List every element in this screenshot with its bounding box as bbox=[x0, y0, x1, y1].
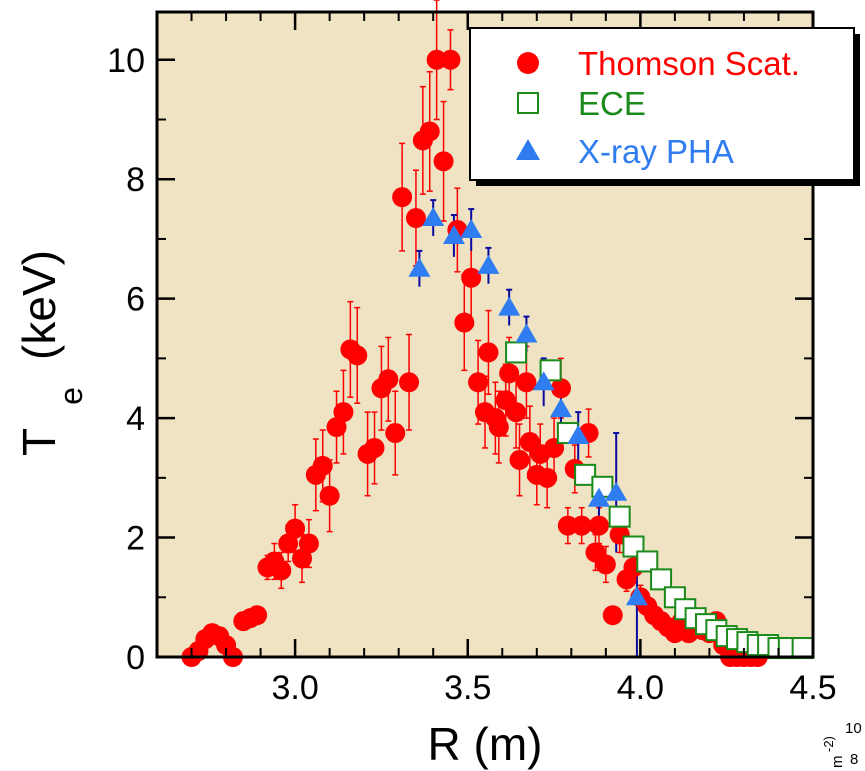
thomson-point bbox=[433, 151, 454, 172]
x-tick-label: 3.0 bbox=[271, 669, 318, 707]
thomson-point bbox=[506, 402, 527, 423]
thomson-point bbox=[405, 208, 426, 229]
thomson-point bbox=[326, 417, 347, 438]
y-axis-title-subscript: e bbox=[53, 387, 89, 405]
xray-point bbox=[442, 224, 465, 244]
ece-point bbox=[574, 463, 597, 486]
thomson-point bbox=[292, 548, 313, 569]
thomson-point bbox=[378, 369, 399, 390]
legend-label-ece: ECE bbox=[578, 85, 646, 122]
thomson-point bbox=[278, 533, 299, 554]
x-tick-label: 4.0 bbox=[617, 669, 664, 707]
thomson-point bbox=[399, 372, 420, 393]
thomson-point bbox=[247, 605, 268, 626]
x-axis-title: R (m) bbox=[428, 718, 543, 770]
xray-point bbox=[422, 207, 445, 227]
thomson-point bbox=[285, 518, 306, 539]
xray-point bbox=[408, 257, 431, 277]
xray-point bbox=[515, 323, 538, 343]
thomson-point bbox=[419, 121, 440, 142]
tick-labels: 3.0 3.5 4.0 4.5 0 2 4 6 8 10 bbox=[107, 42, 836, 707]
thomson-point bbox=[588, 515, 609, 536]
legend: Thomson Scat. ECE X-ray PHA bbox=[469, 27, 860, 186]
clipped-second-chart-fragment: 10 8 m -2) bbox=[821, 720, 862, 768]
thomson-point bbox=[454, 312, 475, 333]
thomson-point bbox=[602, 605, 623, 626]
xray-point bbox=[532, 371, 555, 391]
legend-marker-thomson bbox=[517, 52, 539, 74]
thomson-point bbox=[499, 363, 520, 384]
y-tick-label: 0 bbox=[126, 639, 145, 677]
corner-tick-label-8: 8 bbox=[850, 751, 858, 768]
xray-point bbox=[498, 296, 521, 316]
y-tick-label: 2 bbox=[126, 520, 145, 558]
thomson-point bbox=[347, 345, 368, 366]
corner-axis-unit: m bbox=[829, 756, 846, 769]
y-tick-label: 8 bbox=[126, 161, 145, 199]
x-tick-label: 4.5 bbox=[789, 669, 836, 707]
legend-marker-xray bbox=[516, 139, 540, 160]
legend-marker-ece bbox=[517, 92, 539, 114]
legend-label-thomson: Thomson Scat. bbox=[578, 45, 800, 82]
thomson-point bbox=[319, 485, 340, 506]
ece-point bbox=[505, 341, 528, 364]
x-tick-label: 3.5 bbox=[444, 669, 491, 707]
xray-point bbox=[625, 586, 648, 606]
corner-axis-exponent: -2) bbox=[821, 736, 836, 752]
thomson-point bbox=[426, 49, 447, 70]
y-axis-title-unit: (keV) bbox=[13, 250, 65, 360]
thomson-point bbox=[571, 515, 592, 536]
thomson-point bbox=[440, 49, 461, 70]
y-tick-label: 6 bbox=[126, 281, 145, 319]
thomson-point bbox=[557, 515, 578, 536]
xray-point bbox=[460, 218, 483, 238]
thomson-point bbox=[271, 560, 292, 581]
plot-frame bbox=[155, 10, 815, 659]
xray-point bbox=[567, 425, 590, 445]
thomson-point bbox=[468, 372, 489, 393]
y-tick-label: 4 bbox=[126, 400, 145, 438]
thomson-point bbox=[537, 467, 558, 488]
thomson-point bbox=[509, 449, 530, 470]
y-axis-title-main: T bbox=[13, 428, 65, 456]
ece-point bbox=[650, 568, 673, 591]
y-tick-label: 10 bbox=[107, 42, 145, 80]
thomson-point bbox=[298, 533, 319, 554]
thomson-point bbox=[595, 554, 616, 575]
corner-tick-label-10: 10 bbox=[845, 720, 862, 737]
thomson-point bbox=[392, 187, 413, 208]
xray-point bbox=[477, 254, 500, 274]
legend-label-xray: X-ray PHA bbox=[578, 133, 734, 170]
thomson-point bbox=[312, 455, 333, 476]
thomson-point bbox=[478, 342, 499, 363]
thomson-point bbox=[550, 378, 571, 399]
axis-ticks bbox=[157, 12, 815, 659]
ece-point bbox=[608, 505, 631, 528]
xray-point bbox=[549, 398, 572, 418]
data-markers bbox=[181, 49, 814, 667]
thomson-point bbox=[461, 267, 482, 288]
thomson-point bbox=[385, 423, 406, 444]
y-axis-title: T e (keV) bbox=[13, 250, 89, 456]
ece-point bbox=[791, 637, 814, 660]
thomson-point bbox=[333, 402, 354, 423]
xray-point bbox=[587, 487, 610, 507]
ece-point bbox=[636, 550, 659, 573]
thomson-point bbox=[488, 417, 509, 438]
thomson-point bbox=[516, 372, 537, 393]
thomson-point bbox=[364, 437, 385, 458]
xray-point bbox=[605, 481, 628, 501]
